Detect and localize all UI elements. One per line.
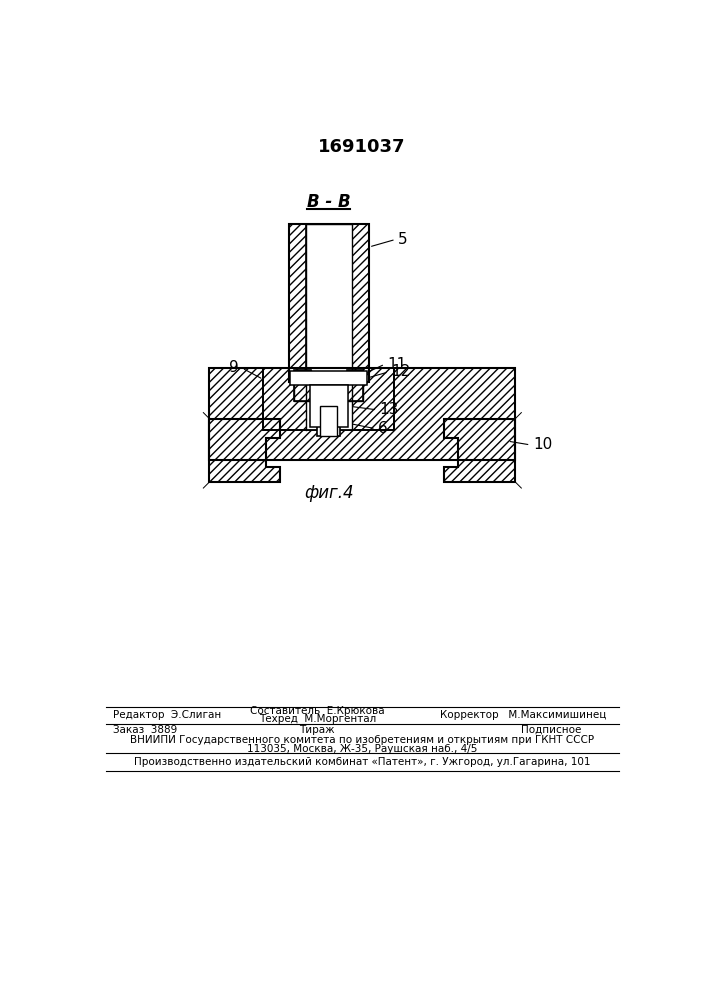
PathPatch shape [209,419,281,482]
Text: Составитель  Е.Крюкова: Составитель Е.Крюкова [250,706,385,716]
Bar [291,371,368,385]
Text: 113035, Москва, Ж-35, Раушская наб., 4/5: 113035, Москва, Ж-35, Раушская наб., 4/5 [247,744,477,754]
Bar [294,370,311,401]
Text: Тираж: Тираж [300,725,335,735]
Bar [288,224,369,382]
Text: ВНИИПИ Государственного комитета по изобретениям и открытиям при ГКНТ СССР: ВНИИПИ Государственного комитета по изоб… [130,735,594,745]
Text: Корректор   М.Максимишинец: Корректор М.Максимишинец [440,710,606,720]
Text: 13: 13 [380,402,399,417]
Text: 6: 6 [378,421,388,436]
Bar [352,224,369,382]
Bar [305,368,352,430]
Bar [264,368,395,430]
Bar [209,368,515,460]
Bar [310,385,348,427]
Bar [288,224,369,382]
Text: 1691037: 1691037 [318,138,406,156]
PathPatch shape [444,419,515,482]
Text: Редактор  Э.Слиган: Редактор Э.Слиган [113,710,221,720]
Text: 10: 10 [533,437,552,452]
Text: 11: 11 [387,357,407,372]
Text: Производственно издательский комбинат «Патент», г. Ужгород, ул.Гагарина, 101: Производственно издательский комбинат «П… [134,757,590,767]
Text: В - В: В - В [307,193,351,211]
Text: Заказ  3889: Заказ 3889 [113,725,177,735]
Bar [346,370,363,401]
Bar [320,406,337,436]
Text: Подписное: Подписное [521,725,582,735]
Bar [346,370,363,401]
Bar [209,368,515,460]
Text: 5: 5 [398,232,408,247]
Text: Техред  М.Моргентал: Техред М.Моргентал [259,714,376,724]
Text: 12: 12 [391,364,411,379]
Bar [288,224,305,382]
Text: фиг.4: фиг.4 [304,484,354,502]
Bar [264,368,395,430]
Bar [317,382,340,436]
Text: 9: 9 [229,360,239,375]
Bar [294,370,311,401]
Bar [305,224,352,382]
